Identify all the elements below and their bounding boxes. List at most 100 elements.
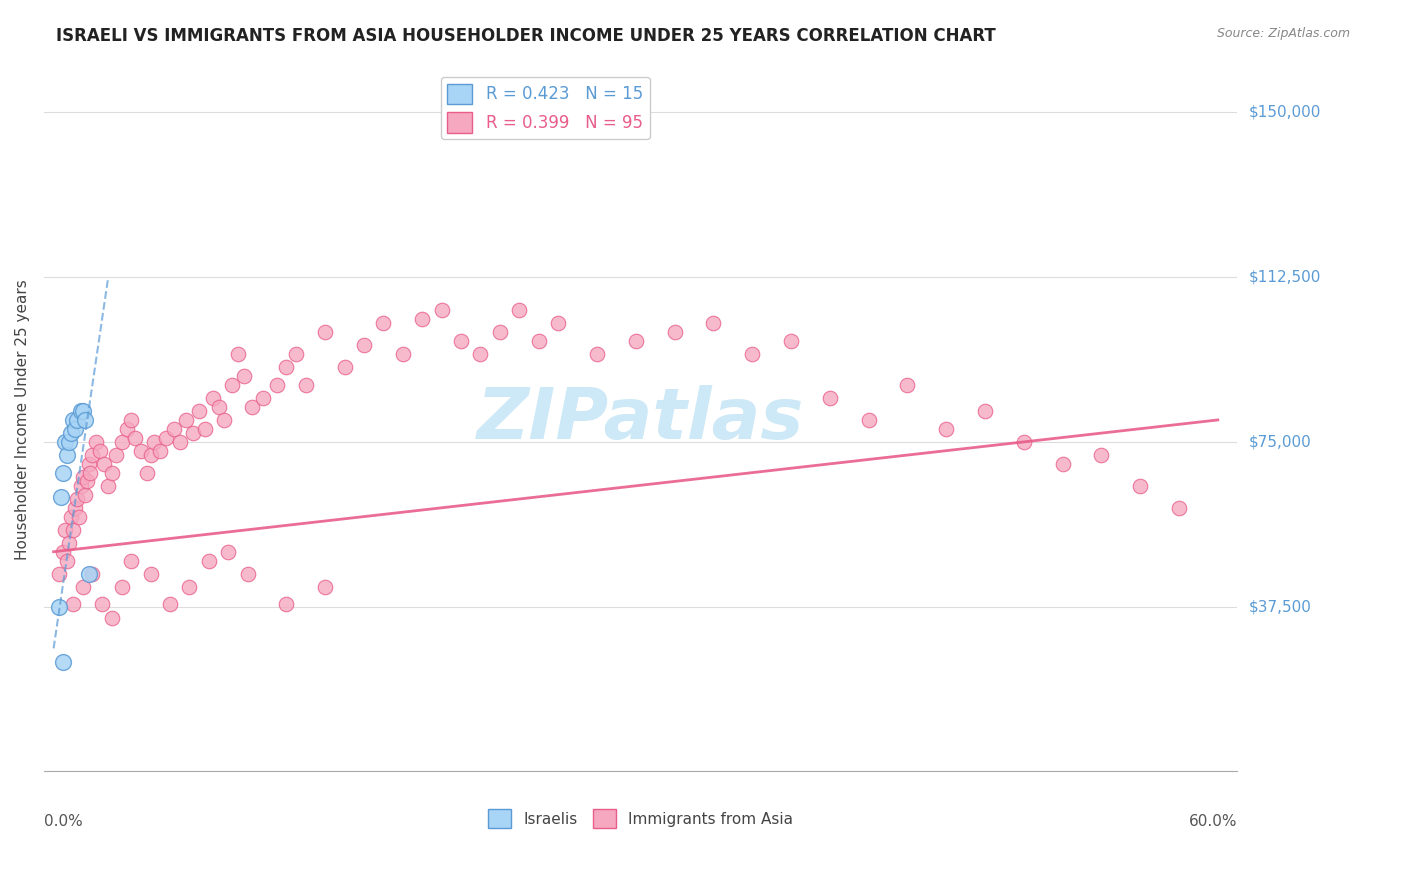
Point <box>72 470 94 484</box>
Point <box>56 448 79 462</box>
Point <box>314 325 336 339</box>
Point <box>62 598 84 612</box>
Point <box>276 360 298 375</box>
Point <box>89 443 111 458</box>
Point <box>214 413 236 427</box>
Point <box>93 457 115 471</box>
Point <box>236 566 259 581</box>
Point <box>935 422 957 436</box>
Point <box>373 316 395 330</box>
Point <box>392 347 415 361</box>
Point <box>624 334 647 348</box>
Point <box>163 422 186 436</box>
Text: $112,500: $112,500 <box>1249 269 1320 285</box>
Point <box>527 334 550 348</box>
Point <box>53 434 76 449</box>
Point <box>508 303 530 318</box>
Point <box>58 536 80 550</box>
Text: $150,000: $150,000 <box>1249 105 1320 120</box>
Point <box>76 475 98 489</box>
Point <box>226 347 249 361</box>
Point <box>120 553 142 567</box>
Point <box>188 404 211 418</box>
Point <box>58 434 80 449</box>
Point <box>174 413 197 427</box>
Point <box>91 598 114 612</box>
Point <box>1090 448 1112 462</box>
Text: 60.0%: 60.0% <box>1188 814 1237 829</box>
Point <box>896 377 918 392</box>
Point <box>470 347 492 361</box>
Point <box>221 377 243 392</box>
Point <box>117 422 139 436</box>
Point <box>66 491 89 506</box>
Point <box>77 457 100 471</box>
Point <box>159 598 181 612</box>
Point <box>72 404 94 418</box>
Y-axis label: Householder Income Under 25 years: Householder Income Under 25 years <box>15 279 30 560</box>
Point <box>430 303 453 318</box>
Point <box>181 426 204 441</box>
Point <box>69 404 91 418</box>
Text: Source: ZipAtlas.com: Source: ZipAtlas.com <box>1216 27 1350 40</box>
Point <box>120 413 142 427</box>
Point <box>547 316 569 330</box>
Point <box>60 509 83 524</box>
Point <box>52 466 75 480</box>
Point <box>101 610 124 624</box>
Point <box>48 566 70 581</box>
Point <box>1052 457 1074 471</box>
Point <box>858 413 880 427</box>
Point <box>56 553 79 567</box>
Point <box>232 369 254 384</box>
Point <box>155 430 177 444</box>
Text: $75,000: $75,000 <box>1249 434 1310 450</box>
Point <box>84 434 107 449</box>
Text: $37,500: $37,500 <box>1249 599 1312 614</box>
Point <box>489 325 512 339</box>
Point <box>101 466 124 480</box>
Point <box>48 599 70 614</box>
Point <box>63 422 86 436</box>
Legend: Israelis, Immigrants from Asia: Israelis, Immigrants from Asia <box>482 803 799 834</box>
Point <box>450 334 472 348</box>
Point <box>73 413 96 427</box>
Point <box>66 413 89 427</box>
Point <box>194 422 217 436</box>
Point <box>411 312 433 326</box>
Point <box>240 400 263 414</box>
Point <box>139 448 162 462</box>
Point <box>104 448 127 462</box>
Text: ISRAELI VS IMMIGRANTS FROM ASIA HOUSEHOLDER INCOME UNDER 25 YEARS CORRELATION CH: ISRAELI VS IMMIGRANTS FROM ASIA HOUSEHOL… <box>56 27 995 45</box>
Point <box>974 404 997 418</box>
Point <box>295 377 318 392</box>
Point <box>741 347 763 361</box>
Point <box>285 347 308 361</box>
Point <box>139 566 162 581</box>
Point <box>314 580 336 594</box>
Point <box>198 553 221 567</box>
Point <box>1129 479 1152 493</box>
Point <box>266 377 288 392</box>
Point <box>110 434 132 449</box>
Point <box>143 434 166 449</box>
Point <box>664 325 686 339</box>
Point <box>1012 434 1035 449</box>
Point <box>67 509 90 524</box>
Point <box>51 490 73 504</box>
Point <box>201 391 224 405</box>
Point <box>135 466 157 480</box>
Point <box>79 466 101 480</box>
Point <box>77 566 100 581</box>
Point <box>586 347 609 361</box>
Point <box>1168 500 1191 515</box>
Point <box>179 580 201 594</box>
Point <box>276 598 298 612</box>
Point <box>780 334 803 348</box>
Point <box>52 545 75 559</box>
Text: ZIPatlas: ZIPatlas <box>477 385 804 454</box>
Point <box>62 523 84 537</box>
Point <box>353 338 375 352</box>
Text: 0.0%: 0.0% <box>44 814 83 829</box>
Point <box>217 545 239 559</box>
